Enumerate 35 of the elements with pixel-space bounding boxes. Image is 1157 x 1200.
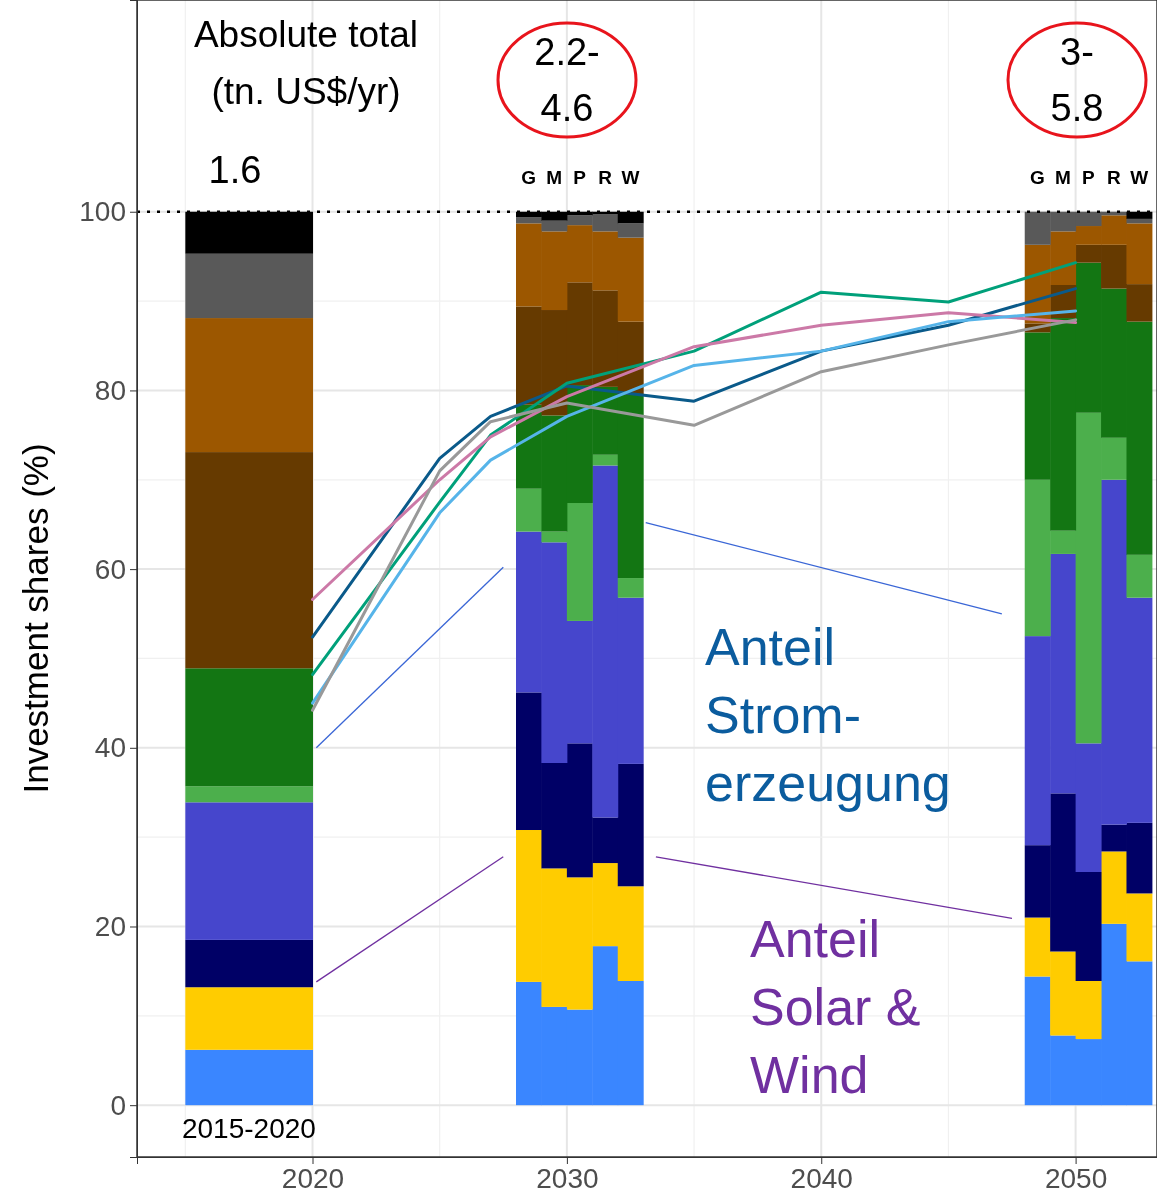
annotation: 2015-2020 xyxy=(181,1113,316,1144)
bar xyxy=(617,578,644,598)
y-tick-label: 20 xyxy=(94,910,126,942)
annotation: M xyxy=(1054,167,1071,188)
bar xyxy=(516,488,542,532)
annotation: 1.6 xyxy=(208,149,262,191)
annotation: P xyxy=(1081,167,1095,188)
annotation: G xyxy=(521,167,537,188)
bar xyxy=(1126,218,1153,224)
x-tick-label: 2020 xyxy=(281,1162,345,1194)
annotation: 3-5.8 xyxy=(1050,31,1104,129)
x-tick-label: 2040 xyxy=(790,1162,853,1194)
x-tick-label: 2050 xyxy=(1044,1162,1108,1194)
y-tick-label: 80 xyxy=(94,374,126,406)
y-axis-title: Investment shares (%) xyxy=(16,443,55,794)
annotation: W xyxy=(621,167,640,188)
annotation: R xyxy=(598,167,613,188)
line-series xyxy=(311,261,1078,677)
line-series xyxy=(311,311,1078,601)
annotation: 2.2-4.6 xyxy=(534,31,600,129)
y-tick-label: 60 xyxy=(94,553,126,585)
bar xyxy=(1126,554,1153,598)
annotation: M xyxy=(546,167,563,188)
y-tick-label: 100 xyxy=(79,196,126,228)
annotation: P xyxy=(573,167,587,188)
annotation: W xyxy=(1130,167,1149,188)
annotation: Anteil Solar & Wind xyxy=(750,910,921,1104)
bar xyxy=(592,454,619,466)
annotation: R xyxy=(1106,167,1121,188)
annotation: Anteil Strom-erzeugung xyxy=(705,618,951,812)
y-tick-label: 40 xyxy=(94,732,126,764)
y-tick-label: 0 xyxy=(110,1089,126,1121)
annotation: G xyxy=(1030,167,1045,188)
annotation: Absolute total (tn. US$/yr) xyxy=(193,14,419,112)
x-tick-label: 2030 xyxy=(536,1162,599,1194)
